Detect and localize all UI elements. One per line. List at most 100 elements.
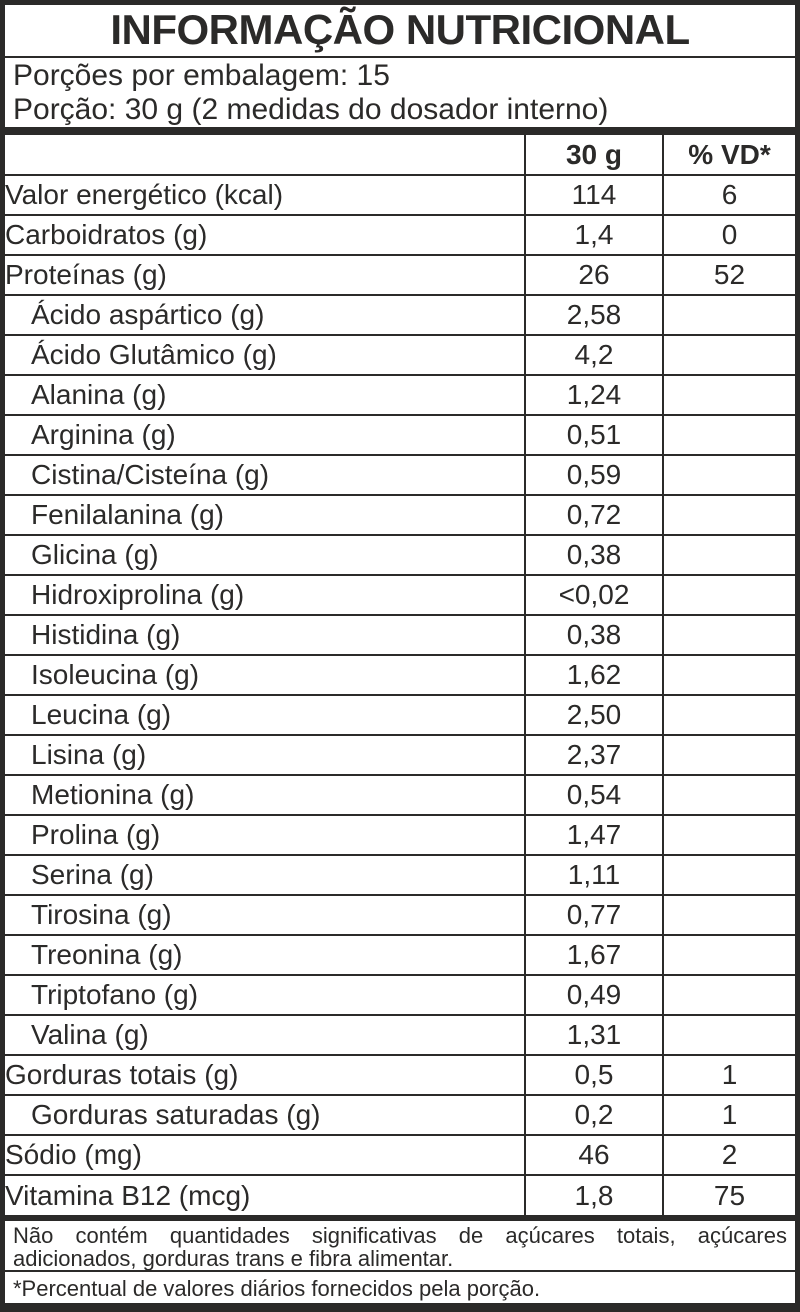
row-label: Cistina/Cisteína (g) <box>5 454 526 495</box>
table-row: Treonina (g) 1,67 <box>5 934 795 975</box>
row-amount: 1,11 <box>525 854 664 895</box>
row-label: Tirosina (g) <box>5 894 526 935</box>
nutrition-table-body: 30 g % VD* Valor energético (kcal) 114 6… <box>5 135 795 1215</box>
row-amount: 0,59 <box>525 454 664 495</box>
row-amount: <0,02 <box>525 574 664 615</box>
row-vd: 1 <box>663 1054 795 1095</box>
row-label: Lisina (g) <box>5 734 526 775</box>
table-row: Cistina/Cisteína (g) 0,59 <box>5 454 795 495</box>
table-row: Proteínas (g) 26 52 <box>5 254 795 295</box>
row-label: Hidroxiprolina (g) <box>5 574 526 615</box>
table-row: Triptofano (g) 0,49 <box>5 974 795 1015</box>
nutrition-table: 30 g % VD* Valor energético (kcal) 114 6… <box>5 135 795 1215</box>
table-row: Histidina (g) 0,38 <box>5 614 795 655</box>
row-amount: 1,24 <box>525 374 664 415</box>
row-label: Gorduras saturadas (g) <box>5 1094 526 1135</box>
row-label: Valina (g) <box>5 1014 526 1055</box>
row-label: Fenilalanina (g) <box>5 494 526 535</box>
row-vd <box>663 974 795 1015</box>
row-amount: 1,62 <box>525 654 664 695</box>
row-vd <box>663 454 795 495</box>
row-amount: 0,38 <box>525 534 664 575</box>
row-label: Triptofano (g) <box>5 974 526 1015</box>
row-vd <box>663 374 795 415</box>
table-row: Ácido Glutâmico (g) 4,2 <box>5 334 795 375</box>
table-row: Fenilalanina (g) 0,72 <box>5 494 795 535</box>
row-amount: 1,31 <box>525 1014 664 1055</box>
table-row: Gorduras saturadas (g) 0,2 1 <box>5 1094 795 1135</box>
row-amount: 0,72 <box>525 494 664 535</box>
row-label: Histidina (g) <box>5 614 526 655</box>
row-amount: 0,38 <box>525 614 664 655</box>
header-vd-cell: % VD* <box>688 138 771 170</box>
serving-info: Porções por embalagem: 15 Porção: 30 g (… <box>5 58 795 135</box>
table-row: Tirosina (g) 0,77 <box>5 894 795 935</box>
footnote-no-significant-amounts: Não contém quantidades significativas de… <box>5 1215 795 1272</box>
row-label: Vitamina B12 (mcg) <box>5 1174 526 1215</box>
row-vd <box>663 494 795 535</box>
row-vd <box>663 934 795 975</box>
header-amount-cell: 30 g <box>525 135 664 175</box>
table-row: Alanina (g) 1,24 <box>5 374 795 415</box>
row-amount: 0,51 <box>525 414 664 455</box>
row-amount: 2,58 <box>525 294 664 335</box>
table-row: Sódio (mg) 46 2 <box>5 1134 795 1175</box>
row-vd <box>663 654 795 695</box>
table-row: Arginina (g) 0,51 <box>5 414 795 455</box>
row-label: Ácido Glutâmico (g) <box>5 334 526 375</box>
row-amount: 2,37 <box>525 734 664 775</box>
row-label: Valor energético (kcal) <box>5 174 526 215</box>
row-vd <box>663 774 795 815</box>
row-amount: 26 <box>525 254 664 295</box>
row-vd <box>663 414 795 455</box>
row-vd <box>663 814 795 855</box>
table-row: Carboidratos (g) 1,4 0 <box>5 214 795 255</box>
table-row: Glicina (g) 0,38 <box>5 534 795 575</box>
row-amount: 46 <box>525 1134 664 1175</box>
row-vd: 0 <box>663 214 795 255</box>
table-row: Gorduras totais (g) 0,5 1 <box>5 1054 795 1095</box>
table-row: Valor energético (kcal) 114 6 <box>5 174 795 215</box>
page-title: INFORMAÇÃO NUTRICIONAL <box>5 5 795 58</box>
table-header-row: 30 g % VD* <box>5 135 795 175</box>
row-label: Isoleucina (g) <box>5 654 526 695</box>
row-label: Sódio (mg) <box>5 1134 526 1175</box>
row-vd: 6 <box>663 174 795 215</box>
row-label: Leucina (g) <box>5 694 526 735</box>
row-vd <box>663 1014 795 1055</box>
table-row: Ácido aspártico (g) 2,58 <box>5 294 795 335</box>
table-row: Vitamina B12 (mcg) 1,8 75 <box>5 1174 795 1215</box>
table-row: Lisina (g) 2,37 <box>5 734 795 775</box>
row-vd <box>663 294 795 335</box>
row-label: Prolina (g) <box>5 814 526 855</box>
row-vd <box>663 534 795 575</box>
row-vd <box>663 614 795 655</box>
row-vd: 52 <box>663 254 795 295</box>
row-vd: 2 <box>663 1134 795 1175</box>
row-label: Ácido aspártico (g) <box>5 294 526 335</box>
row-amount: 1,4 <box>525 214 664 255</box>
header-empty-cell <box>5 135 526 175</box>
row-label: Carboidratos (g) <box>5 214 526 255</box>
row-amount: 2,50 <box>525 694 664 735</box>
row-label: Gorduras totais (g) <box>5 1054 526 1095</box>
row-label: Alanina (g) <box>5 374 526 415</box>
row-vd <box>663 894 795 935</box>
table-row: Prolina (g) 1,47 <box>5 814 795 855</box>
row-amount: 0,2 <box>525 1094 664 1135</box>
servings-per-package: Porções por embalagem: 15 <box>13 59 390 92</box>
row-amount: 0,54 <box>525 774 664 815</box>
row-label: Metionina (g) <box>5 774 526 815</box>
row-amount: 1,47 <box>525 814 664 855</box>
footnote-percent-daily-values: *Percentual de valores diários fornecido… <box>13 1276 541 1301</box>
table-row: Serina (g) 1,11 <box>5 854 795 895</box>
row-amount: 0,5 <box>525 1054 664 1095</box>
table-row: Metionina (g) 0,54 <box>5 774 795 815</box>
serving-size: Porção: 30 g (2 medidas do dosador inter… <box>13 93 609 126</box>
table-row: Isoleucina (g) 1,62 <box>5 654 795 695</box>
row-vd <box>663 574 795 615</box>
row-vd <box>663 334 795 375</box>
table-row: Leucina (g) 2,50 <box>5 694 795 735</box>
row-amount: 0,77 <box>525 894 664 935</box>
row-label: Proteínas (g) <box>5 254 526 295</box>
